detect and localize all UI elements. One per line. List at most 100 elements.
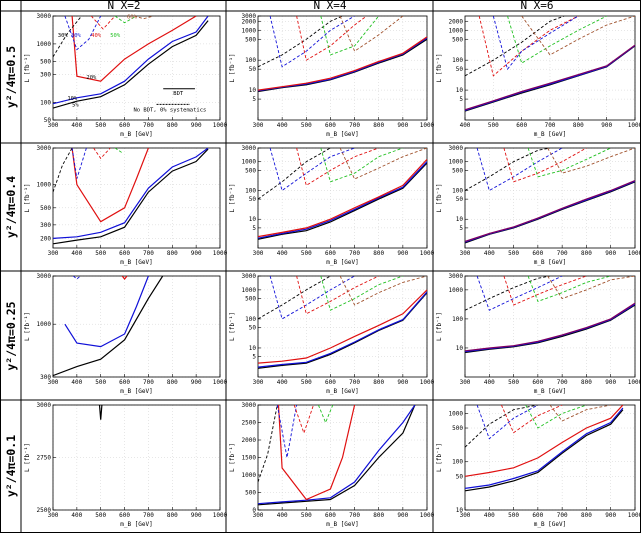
x-tick-label: 900 bbox=[191, 379, 202, 386]
y-tick-label: 3000 bbox=[449, 145, 464, 152]
series-black-dashed-3 bbox=[53, 148, 73, 193]
series-green-dashed-6 bbox=[507, 16, 607, 64]
column-header-nx4: N_X=4 bbox=[313, 0, 346, 12]
x-tick-label: 900 bbox=[397, 122, 408, 129]
panel-r2c0: 300 400 500 600 700 800 900 1000 300 1000 3000 m_B … bbox=[24, 273, 228, 395]
y-tick-label: 500 bbox=[245, 167, 256, 174]
series-black-solid-0 bbox=[465, 409, 624, 492]
x-tick-label: 1000 bbox=[628, 379, 641, 386]
y-tick-label: 500 bbox=[245, 36, 256, 43]
x-tick-label: 600 bbox=[325, 379, 336, 386]
series-red-solid-3 bbox=[121, 276, 128, 280]
x-tick-label: 700 bbox=[349, 512, 360, 519]
curves bbox=[98, 405, 103, 420]
x-tick-label: 300 bbox=[460, 512, 471, 519]
series-red-dashed-5 bbox=[296, 148, 379, 187]
y-tick-label: 100 bbox=[452, 459, 463, 466]
y-axis-label: L [fb⁻¹] bbox=[229, 312, 236, 341]
plot-frame bbox=[52, 147, 221, 249]
x-tick-label: 1000 bbox=[420, 379, 435, 386]
x-tick-label: 800 bbox=[167, 122, 178, 129]
curves bbox=[465, 148, 635, 244]
series-blue-dashed-4 bbox=[269, 148, 355, 192]
y-tick-label: 500 bbox=[40, 59, 51, 66]
x-tick-label: 1000 bbox=[213, 250, 228, 257]
y-axis-label: L [fb⁻¹] bbox=[229, 443, 236, 472]
x-tick-label: 400 bbox=[484, 379, 495, 386]
series-red-dashed-5 bbox=[503, 148, 587, 183]
percent-annotation-4: 30% bbox=[71, 33, 82, 39]
y-tick-label: 50 bbox=[249, 325, 257, 332]
series-blue-dashed-4 bbox=[71, 148, 87, 179]
y-tick-label: 100 bbox=[245, 316, 256, 323]
series-red-dashed-5 bbox=[500, 405, 563, 434]
x-tick-label: 400 bbox=[277, 379, 288, 386]
curves bbox=[53, 276, 164, 377]
series-blue-solid-1 bbox=[258, 405, 416, 505]
x-axis-label: m_B [GeV] bbox=[120, 521, 153, 528]
x-tick-label: 500 bbox=[95, 512, 106, 519]
y-axis-label: L [fb⁻¹] bbox=[229, 184, 236, 213]
x-tick-label: 500 bbox=[508, 379, 519, 386]
plot-frame bbox=[257, 15, 428, 121]
y-tick-label: 10 bbox=[249, 87, 257, 94]
plot-frame bbox=[257, 275, 428, 378]
percent-annotation-1: 10% bbox=[67, 96, 78, 102]
percent-annotation-6: 50% bbox=[110, 33, 121, 39]
x-tick-label: 300 bbox=[460, 379, 471, 386]
series-brown-dashed-7 bbox=[339, 276, 427, 306]
curves bbox=[258, 405, 416, 506]
series-black-dashed-3 bbox=[53, 16, 82, 58]
y-tick-label: 3000 bbox=[242, 273, 257, 280]
x-tick-label: 300 bbox=[253, 250, 264, 257]
y-tick-label: 1000 bbox=[242, 472, 257, 479]
x-tick-label: 1000 bbox=[213, 122, 228, 129]
y-tick-label: 100 bbox=[40, 99, 51, 106]
y-tick-label: 3000 bbox=[242, 402, 257, 409]
x-tick-label: 900 bbox=[191, 512, 202, 519]
series-black-solid-0 bbox=[258, 292, 427, 369]
y-tick-label: 3000 bbox=[37, 145, 52, 152]
x-tick-label: 800 bbox=[373, 250, 384, 257]
series-green-dashed-6 bbox=[525, 405, 587, 429]
series-purple-solid-2 bbox=[465, 180, 635, 242]
y-tick-label: 300 bbox=[40, 222, 51, 229]
x-tick-label: 500 bbox=[508, 250, 519, 257]
series-red-dashed-5 bbox=[296, 16, 367, 61]
x-tick-label: 600 bbox=[119, 512, 130, 519]
series-blue-solid-1 bbox=[258, 291, 427, 368]
series-blue-solid-1 bbox=[258, 161, 427, 239]
x-tick-label: 800 bbox=[167, 379, 178, 386]
x-tick-label: 1000 bbox=[628, 512, 641, 519]
x-tick-label: 500 bbox=[95, 250, 106, 257]
x-tick-label: 400 bbox=[460, 122, 471, 129]
series-blue-solid-1 bbox=[53, 148, 209, 239]
row-header-0: y²/4π=0.5 bbox=[4, 46, 18, 108]
series-black-dashed-3 bbox=[465, 405, 538, 448]
panel-r2c2: 300 400 500 600 700 800 900 1000 10 100 1000 3000 m_… bbox=[436, 273, 641, 395]
series-blue-solid-1 bbox=[64, 276, 149, 348]
series-black-solid-0 bbox=[98, 405, 103, 420]
percent-annotation-7: 60% bbox=[127, 15, 138, 21]
x-tick-label: 800 bbox=[167, 250, 178, 257]
x-tick-label: 400 bbox=[277, 122, 288, 129]
x-tick-label: 700 bbox=[349, 122, 360, 129]
series-blue-solid-1 bbox=[465, 407, 624, 489]
column-header-nx6: N_X=6 bbox=[520, 0, 553, 12]
series-black-solid-0 bbox=[53, 20, 209, 109]
y-tick-label: 500 bbox=[452, 36, 463, 43]
x-tick-label: 500 bbox=[95, 379, 106, 386]
series-black-solid-0 bbox=[53, 276, 164, 377]
series-brown-dashed-7 bbox=[521, 16, 635, 56]
plot-frame bbox=[464, 275, 636, 378]
percent-annotation-5: 40% bbox=[91, 33, 102, 39]
x-tick-label: 600 bbox=[516, 122, 527, 129]
y-tick-label: 1000 bbox=[37, 321, 52, 328]
x-tick-label: 1000 bbox=[628, 250, 641, 257]
x-tick-label: 500 bbox=[95, 122, 106, 129]
x-tick-label: 400 bbox=[71, 122, 82, 129]
series-green-dashed-6 bbox=[317, 405, 334, 424]
y-tick-label: 2500 bbox=[242, 420, 257, 427]
y-tick-label: 50 bbox=[249, 196, 257, 203]
series-black-solid-0 bbox=[53, 148, 209, 245]
